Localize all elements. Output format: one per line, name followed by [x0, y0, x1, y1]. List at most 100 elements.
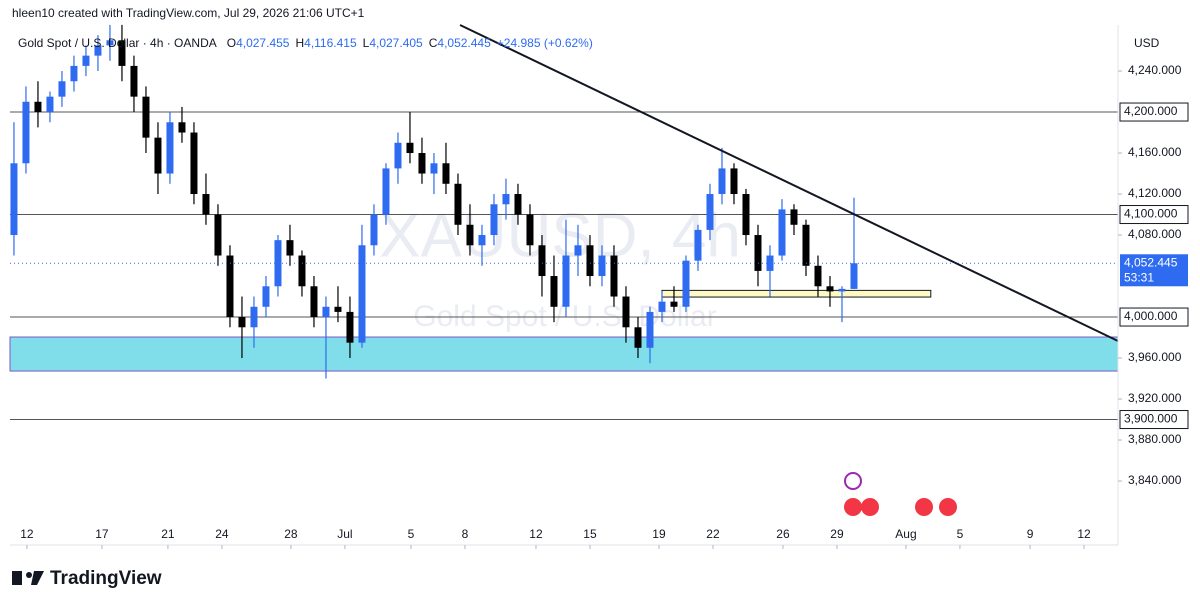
candle-body	[166, 122, 174, 174]
candle-body	[718, 168, 726, 195]
candle-body	[298, 255, 306, 287]
candle-body	[670, 301, 678, 307]
x-tick-label: 5	[408, 527, 415, 541]
candle-body	[310, 286, 318, 318]
candle-body	[454, 183, 462, 225]
y-tick-label: 4,160.000	[1128, 145, 1182, 159]
candle-body	[46, 96, 54, 113]
candle-body	[490, 204, 498, 236]
candle-body	[598, 255, 606, 277]
level-label-box	[1119, 410, 1189, 430]
candle-body	[766, 255, 774, 271]
candle-body	[682, 260, 690, 307]
candle-body	[826, 286, 834, 292]
x-tick-label: 12	[1077, 527, 1091, 541]
x-tick-label: 8	[462, 527, 469, 541]
plot	[9, 24, 1119, 421]
candle-body	[214, 214, 222, 256]
level-label: 3,900.000	[1124, 412, 1178, 426]
logo-text: TradingView	[50, 568, 162, 589]
x-tick-label: 28	[284, 527, 298, 541]
level-label-box	[1119, 307, 1189, 327]
candle-body	[226, 255, 234, 318]
candle-body	[394, 142, 402, 169]
candle-body	[814, 265, 822, 287]
credit: hleen10 created with TradingView.com, Ju…	[12, 6, 365, 20]
candle-body	[154, 137, 162, 174]
x-tick-label: 24	[215, 527, 229, 541]
ohlc-value: 4,116.415	[304, 36, 357, 50]
candle-body	[70, 65, 78, 82]
candle-body	[118, 40, 126, 66]
countdown: 53:31	[1124, 270, 1154, 284]
candle-body	[370, 214, 378, 246]
candle-body	[538, 245, 546, 277]
x-tick-label: 21	[161, 527, 175, 541]
y-tick-label: 3,960.000	[1128, 350, 1182, 364]
candle-body	[238, 317, 246, 328]
candle-body	[58, 81, 66, 97]
candle-body	[94, 45, 102, 56]
candle-body	[634, 327, 642, 348]
yellow-box	[661, 289, 932, 298]
candle-body	[250, 306, 258, 328]
candle-body	[850, 263, 858, 289]
x-tick-label: 22	[706, 527, 720, 541]
candle-body	[202, 194, 210, 215]
level-label-box	[1119, 102, 1189, 122]
candle-body	[742, 194, 750, 236]
candle-body	[334, 306, 342, 312]
x-tick-label: 17	[95, 527, 109, 541]
candle-body	[838, 288, 846, 292]
candle-body	[190, 132, 198, 195]
candle-body	[106, 40, 114, 46]
x-tick-label: 5	[957, 527, 964, 541]
x-tick-label: 19	[652, 527, 666, 541]
candle-body	[442, 163, 450, 184]
candle-body	[514, 194, 522, 215]
candle-body	[550, 276, 558, 307]
candle-body	[130, 65, 138, 97]
ohlc-change: +24.985 (+0.62%)	[497, 36, 593, 50]
candle-body	[754, 235, 762, 271]
x-tick-label: 12	[529, 527, 543, 541]
ohlc-key: L	[363, 36, 370, 50]
watermark: XAUUSD, 4h	[379, 201, 741, 270]
candle-body	[142, 96, 150, 138]
ohlc-key: H	[295, 36, 304, 50]
candle-body	[466, 224, 474, 246]
ohlc-key: O	[227, 36, 236, 50]
x-tick-label: Aug	[895, 527, 916, 541]
candle-body	[694, 229, 702, 261]
candle-body	[10, 163, 18, 236]
candle-body	[730, 168, 738, 195]
candle-body	[562, 255, 570, 307]
logo: TradingView	[12, 568, 162, 589]
candle-body	[274, 240, 282, 287]
candle-body	[346, 311, 354, 343]
y-tick-label: 4,240.000	[1128, 63, 1182, 77]
y-tick-label: 4,120.000	[1128, 186, 1182, 200]
ohlc-key: C	[429, 36, 438, 50]
support-zone	[9, 336, 1119, 372]
x-tick-label: 12	[20, 527, 34, 541]
candle-body	[286, 240, 294, 256]
ohlc-value: 4,027.455	[236, 36, 290, 50]
trendline	[459, 24, 1119, 342]
candle-body	[502, 194, 510, 205]
candle-body	[322, 306, 330, 318]
y-tick-label: 3,920.000	[1128, 391, 1182, 405]
level-label: 4,100.000	[1124, 207, 1178, 221]
x-tick-label: 15	[583, 527, 597, 541]
event-icons	[844, 472, 957, 516]
x-tick-label: 9	[1027, 527, 1034, 541]
ohlc-legend: O 4,027.455 H 4,116.415 L 4,027.405 C 4,052.445…	[227, 36, 593, 50]
candle-body	[418, 153, 426, 174]
symbol-title: Gold Spot / U.S. Dollar · 4h · OANDA	[18, 36, 217, 50]
candle-body	[790, 209, 798, 225]
level-label-box	[1119, 205, 1189, 225]
candle-body	[262, 286, 270, 307]
candle-body	[358, 245, 366, 343]
candle-body	[382, 168, 390, 215]
